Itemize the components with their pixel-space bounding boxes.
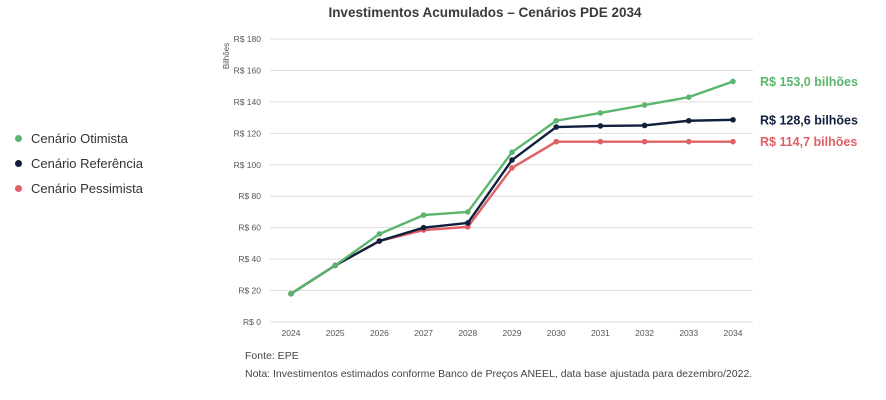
data-point — [686, 117, 692, 124]
y-tick-label: R$ 80 — [238, 191, 261, 201]
legend: Cenário Otimista Cenário Referência Cená… — [15, 126, 215, 201]
source-text: Fonte: EPE — [245, 350, 299, 362]
legend-marker-otimista — [15, 135, 22, 142]
legend-item-pessimista: Cenário Pessimista — [15, 176, 215, 201]
chart-title: Investimentos Acumulados – Cenários PDE … — [328, 5, 642, 20]
y-tick-label: R$ 60 — [238, 223, 261, 233]
data-point — [288, 290, 294, 297]
data-point — [730, 117, 736, 123]
legend-label-pessimista: Cenário Pessimista — [31, 181, 143, 196]
y-tick-label: R$ 160 — [234, 65, 262, 75]
x-tick-label: 2030 — [547, 328, 566, 338]
y-tick-label: R$ 40 — [238, 254, 261, 264]
y-tick-label: R$ 140 — [234, 97, 262, 107]
end-label-layer: R$ 153,0 bilhões R$ 128,6 bilhões R$ 114,7… — [760, 75, 858, 149]
x-tick-label: 2031 — [591, 328, 610, 338]
data-point — [332, 262, 339, 269]
y-tick-label: R$ 20 — [238, 286, 261, 296]
legend-item-referencia: Cenário Referência — [15, 151, 215, 176]
x-tick-label: 2025 — [326, 328, 345, 338]
legend-label-referencia: Cenário Referência — [31, 156, 144, 171]
y-tick-label: R$ 0 — [243, 317, 261, 327]
series-end-label: R$ 128,6 bilhões — [760, 113, 858, 127]
series-line — [289, 80, 735, 295]
source-notes: Fonte: EPE Nota: Investimentos estimados… — [245, 347, 752, 383]
data-point — [509, 157, 515, 163]
note-text: Nota: Investimentos estimados conforme B… — [245, 368, 753, 380]
data-point — [686, 94, 692, 100]
data-point — [420, 224, 427, 231]
data-point — [376, 238, 383, 244]
x-tick-label: 2027 — [414, 328, 433, 338]
data-point — [730, 138, 736, 145]
x-tick-label: 2028 — [458, 328, 477, 338]
y-tick-label: R$ 120 — [234, 128, 262, 138]
axis-layer: R$ 0 R$ 20 R$ 40 R$ 60 R$ 80 R$ 100 R$ 120 R$ 1… — [234, 34, 743, 338]
data-point — [376, 231, 383, 237]
legend-item-otimista: Cenário Otimista — [15, 126, 215, 151]
data-point — [597, 138, 604, 145]
data-point — [420, 212, 427, 218]
y-tick-label: R$ 180 — [234, 34, 262, 44]
legend-label-otimista: Cenário Otimista — [31, 131, 128, 146]
x-tick-label: 2033 — [679, 328, 698, 338]
data-point — [641, 138, 648, 145]
x-tick-label: 2026 — [370, 328, 389, 338]
x-tick-label: 2029 — [503, 328, 522, 338]
data-point — [553, 124, 559, 130]
data-point — [465, 209, 471, 215]
series-layer — [288, 78, 736, 297]
data-point — [509, 165, 515, 171]
data-point — [509, 149, 515, 155]
data-point — [553, 117, 559, 124]
grid-layer — [270, 38, 753, 323]
series-line — [289, 118, 735, 295]
x-tick-label: 2032 — [635, 328, 654, 338]
x-tick-label: 2034 — [724, 328, 743, 338]
legend-marker-referencia — [15, 160, 22, 167]
data-point — [641, 122, 648, 129]
data-point — [553, 138, 559, 145]
data-point — [465, 224, 471, 230]
legend-marker-pessimista — [15, 185, 22, 192]
data-point — [641, 102, 648, 108]
data-point — [686, 138, 692, 145]
y-tick-label: R$ 100 — [234, 160, 262, 170]
data-point — [597, 123, 604, 129]
data-point — [597, 110, 604, 116]
data-point — [465, 220, 471, 226]
data-point — [730, 78, 736, 85]
y-axis-title: Bilhões — [222, 43, 231, 69]
series-end-label: R$ 153,0 bilhões — [760, 75, 858, 89]
x-tick-label: 2024 — [282, 328, 301, 338]
series-end-label: R$ 114,7 bilhões — [760, 135, 857, 149]
